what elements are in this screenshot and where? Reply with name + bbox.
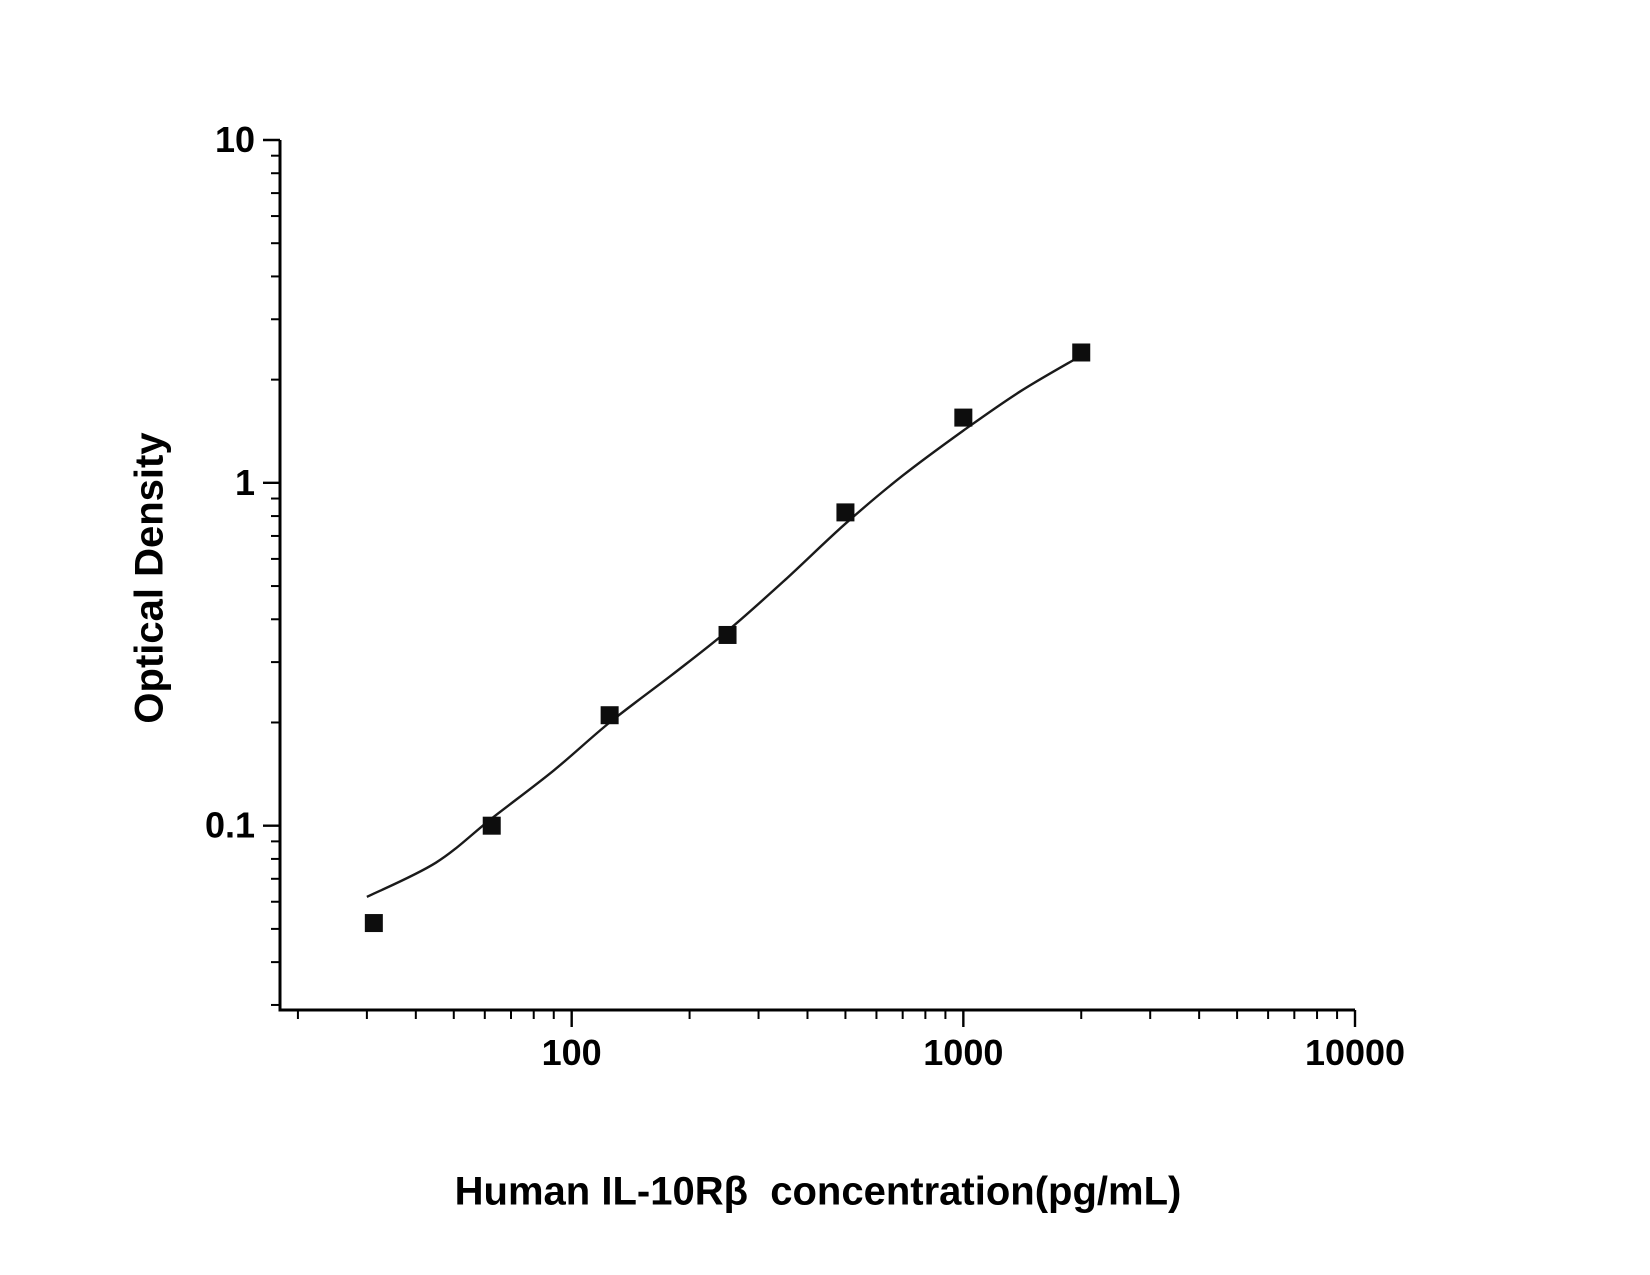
data-point-marker xyxy=(482,816,501,835)
data-point-marker xyxy=(600,706,619,725)
data-point-marker xyxy=(1072,343,1091,362)
y-tick-label: 0.1 xyxy=(205,805,255,846)
y-tick-label: 10 xyxy=(215,119,255,160)
x-tick-label: 1000 xyxy=(923,1032,1003,1073)
x-tick-label: 100 xyxy=(542,1032,602,1073)
x-tick-label: 10000 xyxy=(1305,1032,1405,1073)
y-axis-title: Optical Density xyxy=(127,432,172,724)
data-point-marker xyxy=(954,408,973,427)
data-point-marker xyxy=(364,914,383,933)
y-tick-label: 1 xyxy=(235,462,255,503)
data-point-marker xyxy=(718,625,737,644)
x-axis-title: Human IL-10Rβ concentration(pg/mL) xyxy=(454,1169,1182,1214)
data-point-marker xyxy=(836,503,855,522)
